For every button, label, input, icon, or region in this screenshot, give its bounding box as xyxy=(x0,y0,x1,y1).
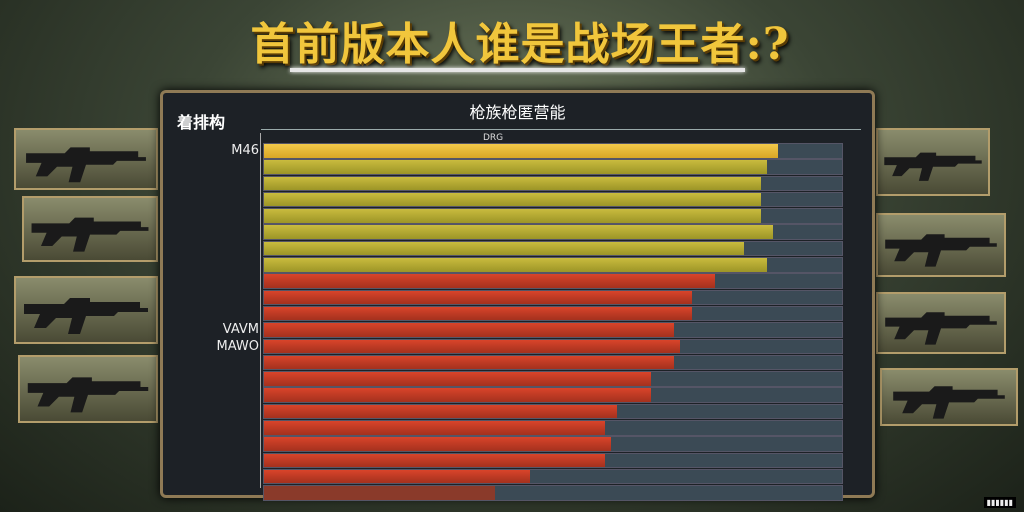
weapon-label: VAVM xyxy=(222,322,259,338)
weapon-label xyxy=(171,371,259,387)
weapon-label xyxy=(171,273,259,289)
assault-rifle-icon xyxy=(893,386,1005,419)
assault-rifle-icon xyxy=(885,234,997,267)
gun-image-right-1 xyxy=(876,128,990,196)
bar xyxy=(264,372,652,386)
bar xyxy=(264,144,779,158)
weapon-label xyxy=(171,257,259,273)
bar-row xyxy=(263,322,843,338)
weapon-label xyxy=(171,420,259,436)
weapon-label xyxy=(171,404,259,420)
weapon-label xyxy=(171,192,259,208)
assault-rifle-icon xyxy=(27,377,149,413)
bar xyxy=(264,160,767,174)
bar-row xyxy=(263,452,843,469)
assault-rifle-icon xyxy=(31,217,149,252)
panel-title: 枪族枪匿营能 xyxy=(469,103,566,122)
weapon-ranking-panel: 枪族枪匿营能 着排构 DRG M46 VAVM MAWO xyxy=(160,90,875,501)
weapon-label xyxy=(171,159,259,175)
weapon-label xyxy=(171,208,259,224)
bar-row xyxy=(263,208,843,224)
bar xyxy=(264,176,762,191)
bar xyxy=(264,258,767,272)
bar xyxy=(264,453,606,468)
weapon-label xyxy=(171,224,259,240)
bar xyxy=(264,469,530,484)
bar-row xyxy=(263,403,843,420)
bar xyxy=(264,209,762,223)
bar-row xyxy=(263,436,843,452)
weapon-labels: M46 VAVM MAWO xyxy=(171,143,260,502)
weapon-label xyxy=(171,355,259,371)
bar xyxy=(264,388,652,402)
bar xyxy=(264,437,611,451)
bar xyxy=(264,274,715,288)
weapon-label xyxy=(171,469,259,485)
weapon-label xyxy=(171,241,259,257)
gun-image-left-2 xyxy=(22,196,158,262)
bar-row xyxy=(263,159,843,175)
weapon-label xyxy=(171,453,259,469)
assault-rifle-icon xyxy=(26,147,146,183)
weapon-label xyxy=(171,436,259,452)
title-underline xyxy=(290,68,745,72)
gun-image-right-4 xyxy=(880,368,1018,426)
weapon-label xyxy=(171,290,259,306)
bar xyxy=(264,323,675,337)
assault-rifle-icon xyxy=(884,152,982,181)
page-title: 首前版本人谁是战场王者:? xyxy=(250,19,790,70)
bar-row xyxy=(263,387,843,403)
bar-row xyxy=(263,257,843,273)
bar-row xyxy=(263,305,843,322)
bar-row xyxy=(263,338,843,355)
weapon-label xyxy=(171,176,259,192)
bar xyxy=(264,290,692,305)
bar-row xyxy=(263,175,843,192)
watermark: ▮▮▮▮▮▮ xyxy=(983,497,1016,508)
bar-row xyxy=(263,273,843,289)
sub-label: DRG xyxy=(483,133,504,143)
bar xyxy=(264,421,606,435)
bar-row xyxy=(263,289,843,306)
bar-row xyxy=(263,240,843,257)
top-axis xyxy=(261,129,861,130)
bar-row xyxy=(263,371,843,387)
bar-row xyxy=(263,354,843,371)
weapon-label xyxy=(171,306,259,322)
bar xyxy=(264,306,692,321)
left-header: 着排构 xyxy=(177,113,226,132)
bar-row xyxy=(263,485,843,501)
bar xyxy=(264,486,496,500)
bar xyxy=(264,225,773,239)
weapon-label xyxy=(171,485,259,501)
gun-image-right-3 xyxy=(876,292,1006,354)
bar-row xyxy=(263,143,843,159)
assault-rifle-icon xyxy=(885,312,997,345)
bar xyxy=(264,241,744,256)
bar-row xyxy=(263,224,843,240)
assault-rifle-icon xyxy=(24,298,148,334)
bar xyxy=(264,355,675,370)
bar-row xyxy=(263,468,843,485)
gun-image-right-2 xyxy=(876,213,1006,277)
gun-image-left-1 xyxy=(14,128,158,190)
bar-row xyxy=(263,191,843,208)
label-divider xyxy=(260,133,261,488)
bar-rows xyxy=(263,143,843,502)
gun-image-left-3 xyxy=(14,276,158,344)
weapon-label xyxy=(171,387,259,403)
bar xyxy=(264,339,681,354)
weapon-label: M46 xyxy=(231,143,259,158)
weapon-label: MAWO xyxy=(216,338,260,354)
gun-image-left-4 xyxy=(18,355,158,423)
bar xyxy=(264,404,617,419)
bar xyxy=(264,192,762,207)
bar-row xyxy=(263,420,843,436)
